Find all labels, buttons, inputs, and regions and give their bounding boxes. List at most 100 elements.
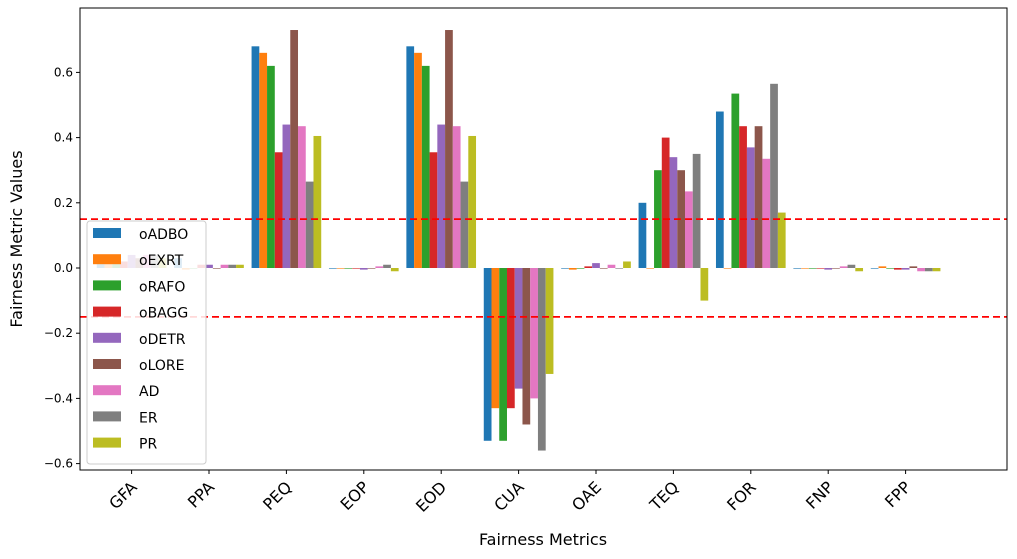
y-axis: −0.6 −0.4 −0.2 0.0 0.2 0.4 0.6	[44, 65, 80, 471]
bar-AD-FNP	[839, 266, 848, 268]
bar-oRAFO-PEQ	[267, 65, 275, 268]
bar-AD-CUA	[530, 268, 538, 399]
bar-PR-EOP	[390, 268, 399, 272]
bar-oRAFO-FNP	[808, 268, 817, 269]
bar-PR-FPP	[932, 268, 941, 272]
bar-oDETR-EOP	[359, 268, 368, 270]
bar-oLORE-OAE	[599, 268, 608, 269]
legend-swatch-oRAFO	[93, 280, 121, 291]
legend-swatch-AD	[93, 385, 121, 396]
x-axis: GFA PPA PEQ EOP EOD CUA OAE TEQ FOR FNP FPP	[105, 470, 915, 516]
x-tick-label: PPA	[184, 478, 218, 512]
y-tick-label: −0.6	[44, 457, 73, 471]
legend-label-oRAFO: oRAFO	[139, 279, 185, 295]
bar-oDETR-PEQ	[282, 124, 291, 268]
bar-oBAGG-TEQ	[661, 137, 670, 268]
bar-oRAFO-EOP	[344, 268, 353, 269]
bar-oEXRT-CUA	[491, 268, 500, 409]
bar-oADBO-FPP	[870, 268, 879, 269]
bar-oLORE-TEQ	[677, 170, 686, 268]
bar-oADBO-FNP	[793, 268, 802, 269]
x-tick-label: OAE	[568, 478, 605, 515]
bar-ER-OAE	[615, 268, 624, 269]
bar-PR-TEQ	[700, 268, 709, 301]
y-tick-label: 0.2	[54, 196, 73, 210]
bar-oDETR-FNP	[824, 268, 833, 270]
bar-oBAGG-FOR	[739, 126, 747, 268]
bar-oEXRT-FNP	[801, 268, 809, 269]
bar-oBAGG-PEQ	[274, 152, 283, 268]
bar-AD-EOP	[375, 266, 384, 268]
bar-oDETR-EOD	[437, 124, 446, 268]
bar-PR-CUA	[545, 268, 554, 374]
bar-oLORE-CUA	[522, 268, 531, 425]
legend-swatch-PR	[93, 437, 121, 448]
bar-oEXRT-FPP	[878, 266, 887, 268]
x-tick-label: TEQ	[645, 478, 682, 515]
bar-oEXRT-TEQ	[646, 268, 655, 269]
bar-PR-OAE	[623, 261, 631, 268]
y-axis-title: Fairness Metric Values	[7, 150, 26, 327]
bar-oDETR-OAE	[592, 263, 600, 268]
bar-ER-PEQ	[305, 181, 314, 268]
bar-oLORE-EOP	[367, 268, 376, 269]
y-tick-label: 0.4	[54, 131, 73, 145]
bar-oEXRT-EOP	[336, 268, 345, 269]
bar-oEXRT-FOR	[723, 268, 732, 269]
y-tick-label: −0.2	[44, 326, 73, 340]
bar-ER-FPP	[924, 268, 933, 272]
bar-oLORE-FPP	[909, 266, 918, 268]
bar-AD-FPP	[917, 268, 925, 272]
bar-ER-TEQ	[692, 153, 701, 268]
bar-oBAGG-FNP	[816, 268, 825, 269]
bar-oEXRT-PEQ	[259, 52, 268, 269]
x-tick-label: FPP	[881, 477, 915, 511]
bar-AD-OAE	[607, 264, 616, 268]
plot-frame	[79, 7, 1008, 471]
bar-oDETR-FOR	[746, 147, 755, 268]
legend-swatch-oADBO	[93, 228, 121, 238]
bar-PR-PEQ	[313, 135, 322, 268]
bar-oLORE-PEQ	[290, 30, 299, 268]
legend-label-oADBO: oADBO	[139, 227, 188, 243]
bar-oDETR-FPP	[901, 268, 910, 270]
x-axis-title: Fairness Metrics	[479, 530, 607, 549]
legend-label-ER: ER	[139, 410, 158, 426]
x-tick-label: GFA	[105, 478, 140, 513]
legend-swatch-oLORE	[93, 359, 121, 369]
bar-oBAGG-EOP	[352, 268, 360, 269]
y-tick-label: 0.0	[54, 261, 73, 275]
bar-PR-FNP	[855, 268, 864, 272]
bar-AD-PEQ	[298, 126, 306, 268]
legend-label-AD: AD	[139, 384, 159, 400]
bar-oADBO-EOD	[406, 46, 415, 268]
legend-label-oDETR: oDETR	[139, 332, 186, 348]
bar-oRAFO-FOR	[731, 93, 740, 268]
y-tick-label: 0.6	[54, 65, 73, 79]
bar-oLORE-FOR	[754, 126, 763, 268]
bar-AD-EOD	[452, 126, 461, 268]
bars-layer	[96, 30, 941, 451]
x-tick-label: FOR	[723, 478, 760, 515]
bar-ER-EOD	[460, 181, 469, 268]
bar-oRAFO-OAE	[576, 268, 585, 269]
x-tick-label: CUA	[490, 478, 527, 515]
bar-oDETR-PPA	[205, 264, 213, 268]
y-tick-label: −0.4	[44, 391, 73, 405]
legend-label-PR: PR	[139, 437, 157, 453]
legend-swatch-oBAGG	[93, 306, 121, 317]
legend: oADBO oEXRT oRAFO oBAGG oDETR oLORE AD ER PR	[86, 220, 207, 465]
legend-label-oBAGG: oBAGG	[139, 306, 188, 322]
bar-oLORE-FNP	[832, 268, 840, 269]
bar-oRAFO-FPP	[886, 268, 894, 269]
bar-oADBO-CUA	[483, 268, 492, 441]
bar-PR-EOD	[468, 135, 477, 268]
bar-ER-CUA	[537, 268, 546, 451]
bar-ER-FNP	[847, 264, 856, 268]
bar-AD-FOR	[762, 158, 771, 268]
legend-label-oEXRT: oEXRT	[139, 253, 184, 269]
bar-oLORE-PPA	[212, 268, 221, 269]
reference-lines	[80, 218, 1007, 318]
x-tick-label: PEQ	[259, 478, 295, 514]
